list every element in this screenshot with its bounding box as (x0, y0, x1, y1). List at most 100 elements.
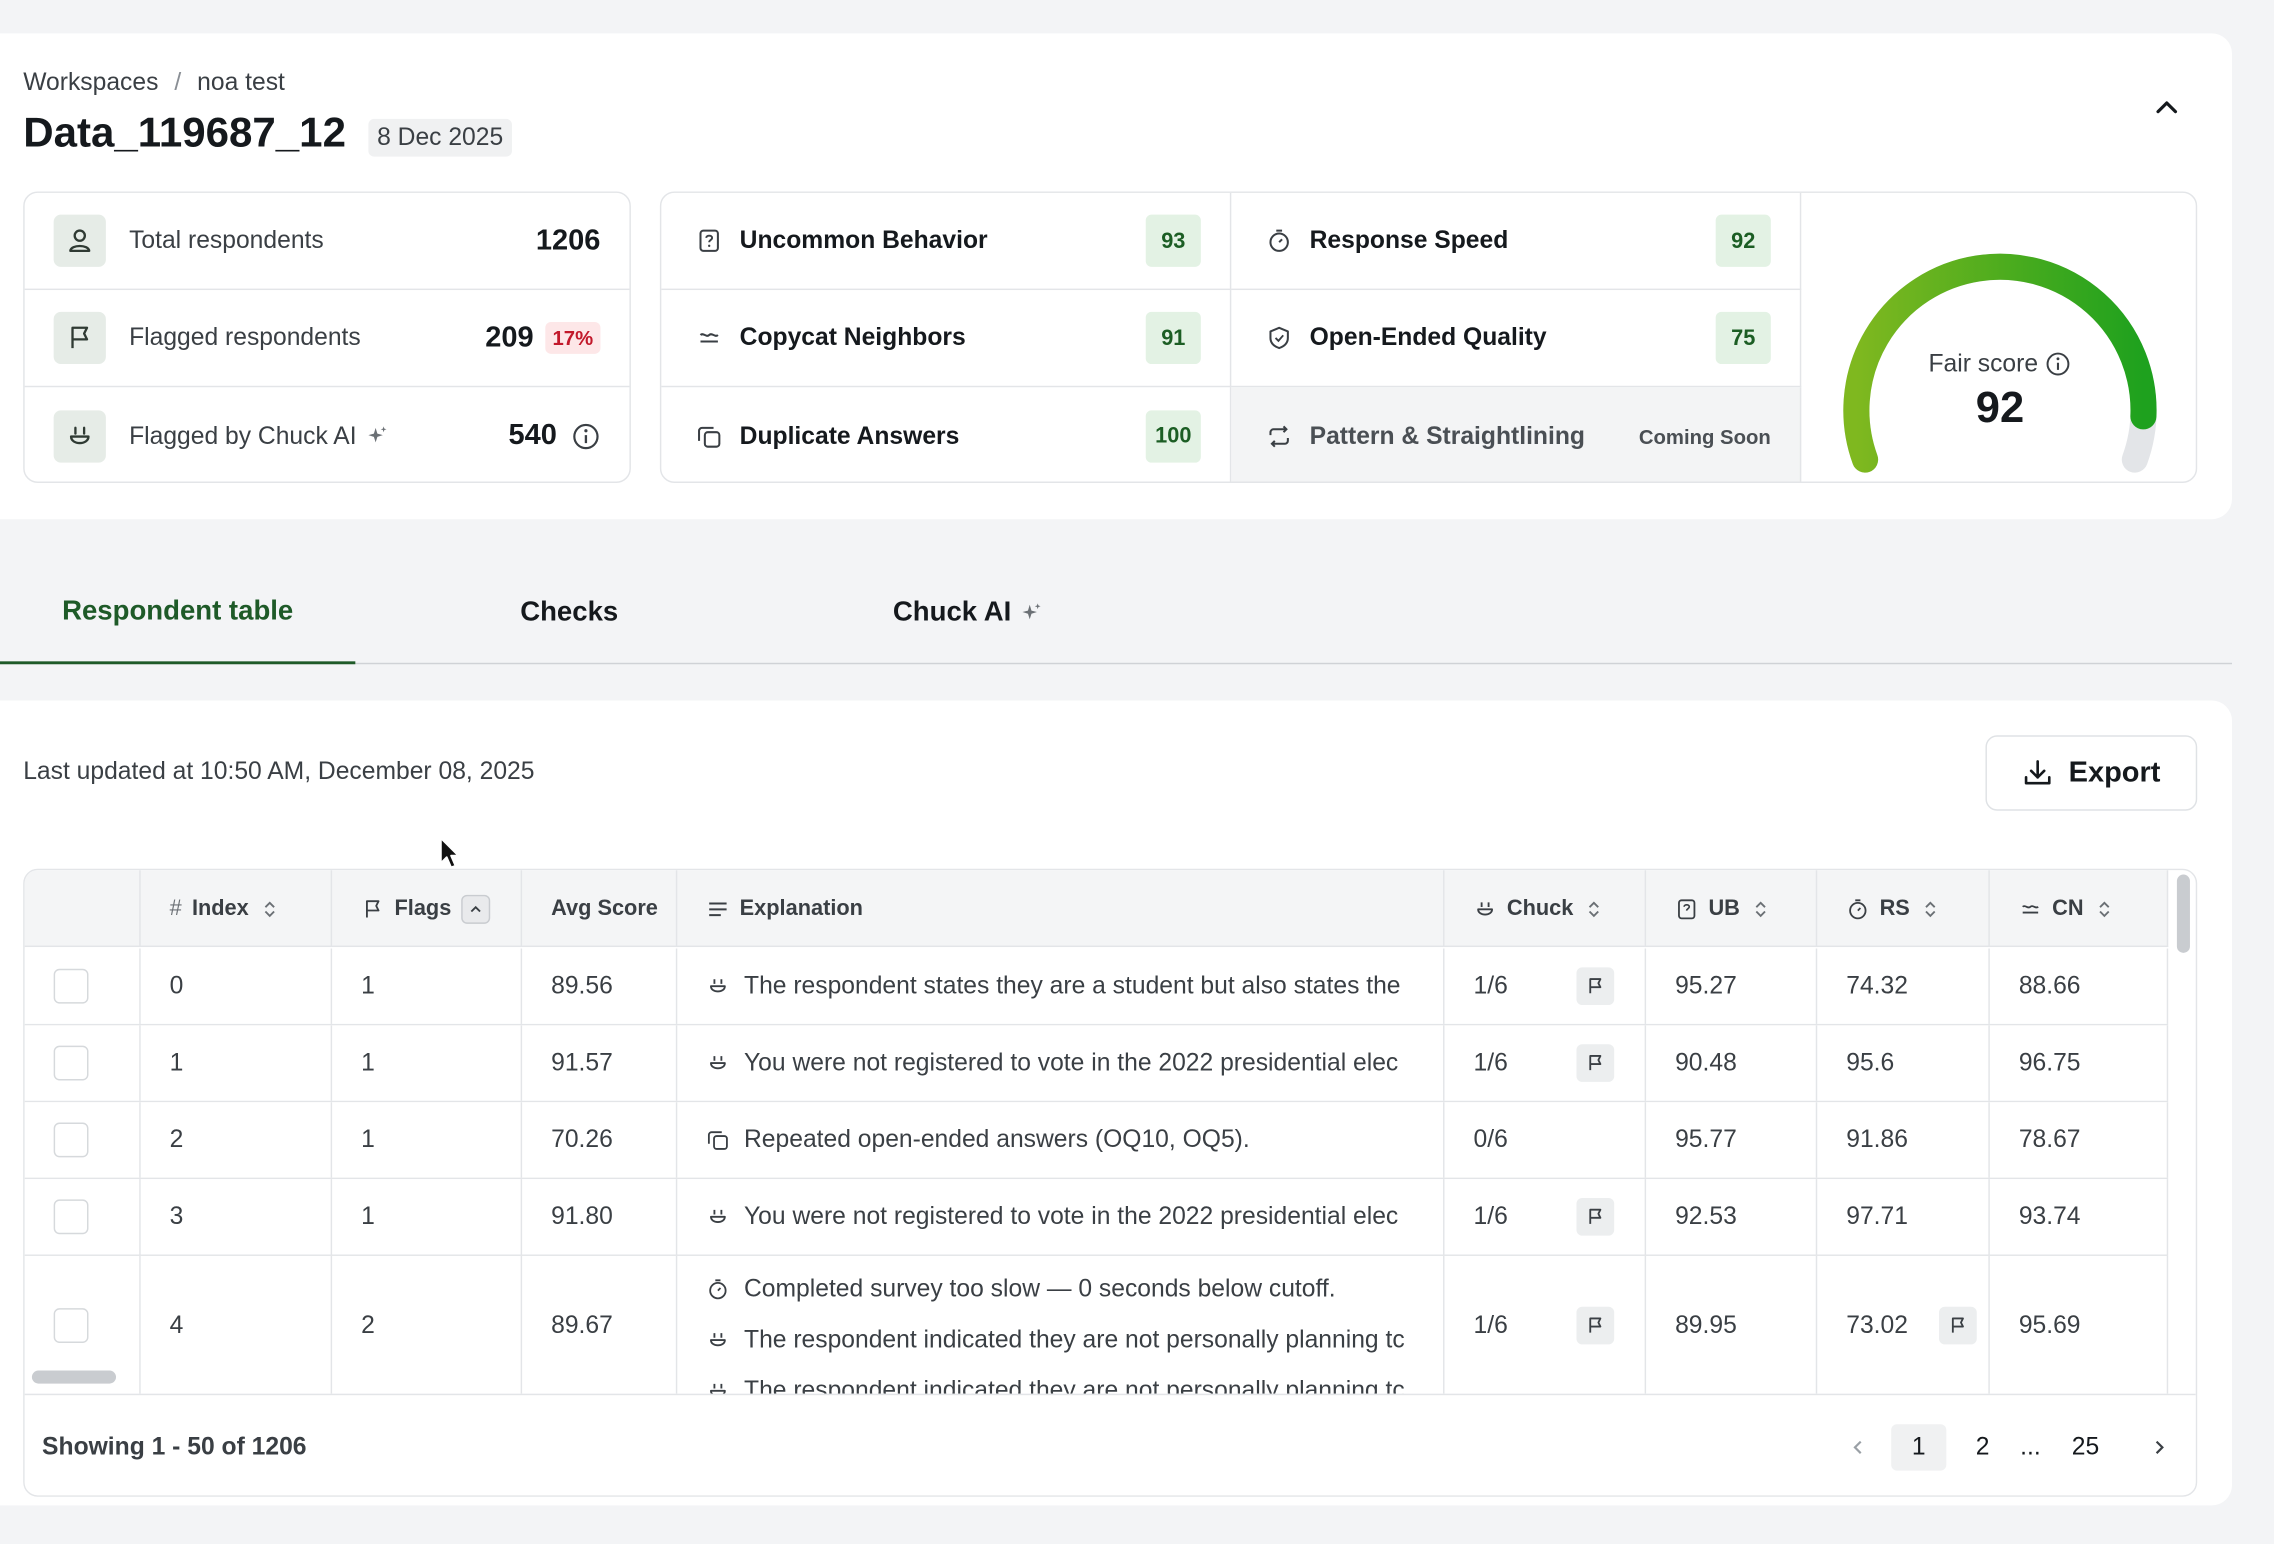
header-flags[interactable]: Flags (332, 870, 523, 948)
score-badge: 75 (1715, 311, 1771, 365)
percent-badge: 17% (545, 321, 601, 354)
stopwatch-icon (709, 1278, 727, 1299)
sort-icon[interactable] (259, 898, 279, 918)
chuck-value: 1/6 (1473, 1048, 1508, 1077)
rs-flag-button[interactable] (1939, 1305, 1977, 1344)
cell-flags: 2 (332, 1255, 523, 1394)
cell-explanation: Repeated open-ended answers (OQ10, OQ5). (677, 1102, 1445, 1178)
cell-flags: 1 (332, 1102, 523, 1178)
tab-chuck-ai[interactable]: Chuck AI (790, 563, 1145, 665)
sort-icon[interactable] (1750, 898, 1770, 918)
export-button[interactable]: Export (1985, 735, 2198, 811)
header-avg-score: Avg Score (522, 870, 678, 948)
explanation-text: The respondent states they are a student… (744, 971, 1401, 1000)
header-index[interactable]: # Index (141, 870, 333, 948)
tab-checks[interactable]: Checks (392, 563, 747, 665)
sort-icon[interactable] (1584, 898, 1604, 918)
header-chuck[interactable]: Chuck (1444, 870, 1647, 948)
horizontal-scrollbar[interactable] (31, 1370, 117, 1384)
page-number: 2 (1975, 1432, 1990, 1461)
breadcrumb-workspaces[interactable]: Workspaces (23, 68, 159, 96)
stat-label-text: Flagged by Chuck AI (129, 421, 357, 449)
stat-flagged-respondents: Flagged respondents 209 17% (24, 290, 630, 388)
explanation-text: The respondent indicated they are not pe… (744, 1375, 1405, 1394)
cell-rs: 74.32 (1817, 948, 1990, 1024)
repeat-icon (1269, 424, 1289, 447)
page-2-button[interactable]: 2 (1961, 1424, 2005, 1470)
chuck-flag-button[interactable] (1576, 1305, 1615, 1344)
chevron-up-icon (470, 905, 481, 912)
check-label: Open-Ended Quality (1309, 323, 1547, 351)
cell-index: 1 (141, 1025, 333, 1101)
sort-icon[interactable] (2094, 898, 2114, 918)
page-number: 25 (2071, 1432, 2100, 1461)
check-pattern-straightlining: Pattern & Straightlining Coming Soon (1231, 387, 1802, 482)
table-row[interactable]: 2 1 70.26 Repeated open-ended answers (O… (24, 1102, 2169, 1180)
header-rs[interactable]: RS (1817, 870, 1990, 948)
table-row[interactable]: 4 2 89.67 Completed survey too slow — 0 … (24, 1255, 2169, 1396)
approx-icon (2022, 904, 2039, 913)
next-page-button[interactable] (2142, 1424, 2177, 1470)
cell-explanation: You were not registered to vote in the 2… (677, 1179, 1445, 1255)
cell-ub: 90.48 (1646, 1025, 1818, 1101)
stat-value: 209 (485, 321, 534, 354)
table-row[interactable]: 0 1 89.56 The respondent states they are… (24, 948, 2169, 1026)
score-badge: 92 (1715, 214, 1771, 267)
table-row[interactable]: 1 1 91.57 You were not registered to vot… (24, 1025, 2169, 1103)
page-1-button[interactable]: 1 (1891, 1424, 1947, 1471)
cell-cn: 93.74 (1990, 1179, 2169, 1255)
header-cn[interactable]: CN (1990, 870, 2169, 948)
breadcrumb: Workspaces / noa test (23, 68, 285, 97)
info-icon[interactable] (571, 421, 600, 450)
date-badge: 8 Dec 2025 (368, 118, 512, 157)
header-label: UB (1708, 896, 1740, 921)
fair-score-label: Fair score (1801, 350, 2195, 379)
row-checkbox[interactable] (53, 968, 89, 1004)
stat-label: Flagged by Chuck AI (129, 421, 508, 450)
stat-total-respondents: Total respondents 1206 (24, 193, 630, 291)
breadcrumb-current[interactable]: noa test (197, 68, 285, 96)
page-25-button[interactable]: 25 (2062, 1424, 2108, 1470)
tab-label: Checks (520, 597, 619, 628)
cell-chuck: 1/6 (1444, 1025, 1647, 1101)
explanation-text: You were not registered to vote in the 2… (744, 1048, 1399, 1077)
cell-explanation: The respondent states they are a student… (677, 948, 1445, 1024)
stat-value: 540 (508, 419, 557, 452)
chuck-ai-icon (1477, 901, 1493, 915)
prev-page-button[interactable] (1840, 1424, 1875, 1470)
coming-soon-label: Coming Soon (1638, 424, 1771, 448)
chuck-ai-icon (710, 1056, 726, 1070)
chuck-flag-button[interactable] (1576, 1197, 1615, 1236)
cell-index: 0 (141, 948, 333, 1024)
chuck-flag-button[interactable] (1576, 967, 1615, 1006)
cell-explanation: Completed survey too slow — 0 seconds be… (677, 1255, 1445, 1394)
chuck-flag-button[interactable] (1576, 1044, 1615, 1082)
chevron-up-icon (2156, 101, 2178, 114)
row-checkbox[interactable] (53, 1307, 89, 1343)
cell-avg-score: 89.56 (522, 948, 678, 1024)
sort-asc-button[interactable] (461, 894, 491, 924)
cell-select (25, 948, 141, 1024)
row-checkbox[interactable] (53, 1199, 89, 1235)
explanation-text: Repeated open-ended answers (OQ10, OQ5). (744, 1125, 1250, 1153)
header-ub[interactable]: UB (1646, 870, 1818, 948)
collapse-button[interactable] (2146, 87, 2187, 128)
row-checkbox[interactable] (53, 1045, 89, 1081)
vertical-scrollbar[interactable] (2176, 874, 2190, 953)
check-copycat-neighbors[interactable]: Copycat Neighbors 91 (661, 290, 1232, 388)
checks-summary: Uncommon Behavior 93 Copycat Neighbors 9… (659, 191, 2198, 483)
check-response-speed[interactable]: Response Speed 92 (1231, 192, 1802, 291)
sort-icon[interactable] (1920, 898, 1940, 918)
info-icon[interactable] (2045, 351, 2071, 377)
table-row[interactable]: 3 1 91.80 You were not registered to vot… (24, 1179, 2169, 1256)
check-open-ended-quality[interactable]: Open-Ended Quality 75 (1231, 290, 1802, 388)
sparkle-icon (368, 425, 387, 442)
tab-bar: Respondent table Checks Chuck AI (0, 563, 2233, 665)
rs-value: 74.32 (1846, 971, 1908, 1000)
row-checkbox[interactable] (53, 1122, 89, 1158)
check-uncommon-behavior[interactable]: Uncommon Behavior 93 (661, 192, 1232, 291)
fair-score-gauge: Fair score 92 (1801, 193, 2195, 482)
check-duplicate-answers[interactable]: Duplicate Answers 100 (661, 387, 1232, 482)
tab-respondent-table[interactable]: Respondent table (0, 563, 356, 665)
text-lines-icon (709, 901, 727, 916)
